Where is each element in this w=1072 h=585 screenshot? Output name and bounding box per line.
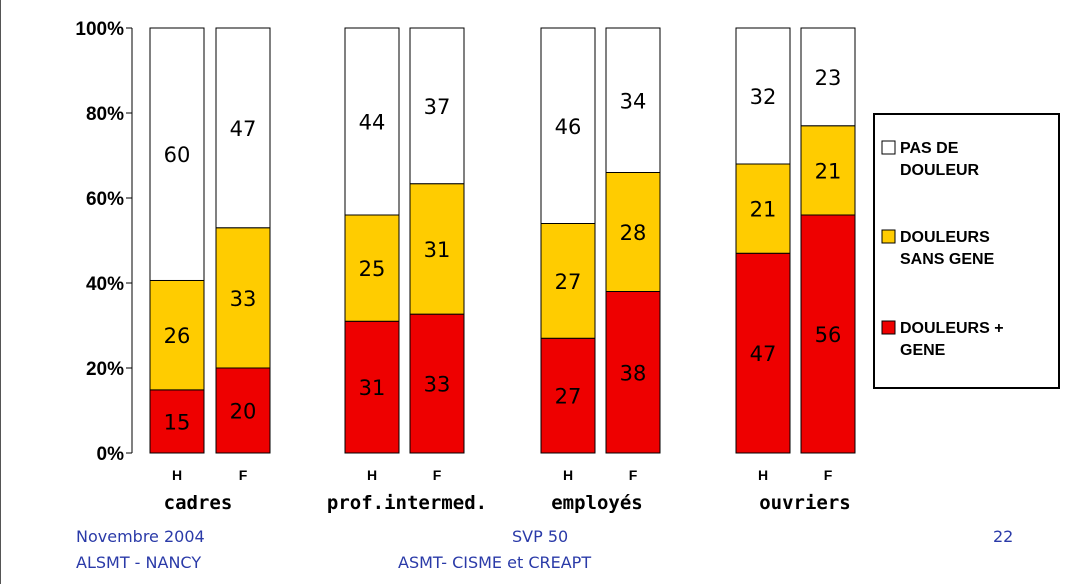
bar-segment: [215, 27, 271, 229]
y-tick-label: 100%: [75, 19, 124, 40]
data-label: 27: [555, 270, 582, 294]
bar-segment: [409, 183, 465, 315]
data-label: 60: [164, 143, 191, 167]
data-label: 47: [230, 117, 257, 141]
y-tick-label: 20%: [86, 359, 124, 380]
legend-label: PAS DE: [900, 140, 959, 157]
data-label: 38: [620, 361, 647, 385]
bar-segment: [540, 27, 596, 224]
bar-segment: [735, 27, 791, 165]
group-label: ouvriers: [759, 492, 851, 514]
data-label: 15: [164, 410, 191, 434]
bar-segment: [344, 27, 400, 216]
y-tick-label: 40%: [86, 274, 124, 295]
stacked-bar-chart: 0% 20% 40% 60% 80% 100% 15 26 60 H 20 33 47 F 31 25 44 H 3…: [75, 19, 1060, 514]
bar-segment: [215, 367, 271, 454]
y-tick-label: 60%: [86, 189, 124, 210]
legend-box: [873, 113, 1060, 389]
category-label: H: [367, 467, 377, 483]
footer-title: SVP 50: [512, 527, 569, 546]
bar-segment: [800, 214, 856, 454]
bar-segment: [149, 279, 205, 391]
data-label: 23: [815, 66, 842, 90]
legend-label: DOULEUR: [900, 162, 980, 179]
footer-date: Novembre 2004: [76, 527, 205, 546]
legend-label: GENE: [900, 342, 946, 359]
bar-segment: [540, 337, 596, 454]
footer-subtitle: ASMT- CISME et CREAPT: [398, 553, 592, 572]
data-label: 20: [230, 400, 257, 424]
y-tick-label: 80%: [86, 104, 124, 125]
bar-segment: [540, 223, 596, 339]
legend-swatch: [881, 140, 896, 155]
bar-segment: [605, 172, 661, 292]
bar-segment: [344, 214, 400, 322]
footer-page-number: 22: [993, 527, 1014, 546]
category-label: H: [172, 467, 182, 483]
data-label: 32: [750, 85, 777, 109]
group-label: employés: [551, 492, 643, 514]
data-label: 25: [359, 257, 386, 281]
data-label: 46: [555, 115, 582, 139]
category-label: F: [824, 467, 833, 483]
data-label: 37: [424, 95, 451, 119]
data-label: 31: [359, 376, 386, 400]
legend-swatch: [881, 229, 896, 244]
bar-segment: [344, 320, 400, 454]
bar-segment: [409, 313, 465, 454]
bar-segment: [800, 27, 856, 127]
bar-segment: [215, 227, 271, 369]
category-label: H: [758, 467, 768, 483]
category-label: F: [239, 467, 248, 483]
legend-label: DOULEURS +: [900, 320, 1004, 337]
data-label: 26: [164, 324, 191, 348]
data-label: 44: [359, 111, 386, 135]
data-label: 21: [750, 198, 777, 222]
data-label: 47: [750, 342, 777, 366]
legend-label: DOULEURS: [900, 229, 990, 246]
data-label: 31: [424, 238, 451, 262]
data-label: 28: [620, 221, 647, 245]
bar-segment: [149, 27, 205, 281]
data-label: 34: [620, 89, 647, 113]
legend-label: SANS GENE: [900, 251, 995, 268]
bar-segment: [735, 252, 791, 454]
bar-segment: [409, 27, 465, 185]
bar-segment: [800, 125, 856, 216]
category-label: F: [629, 467, 638, 483]
bar-segment: [605, 27, 661, 173]
category-label: H: [563, 467, 573, 483]
data-label: 27: [555, 385, 582, 409]
data-label: 33: [230, 287, 257, 311]
data-label: 56: [815, 323, 842, 347]
group-label: prof.intermed.: [327, 492, 487, 514]
legend-swatch: [881, 320, 896, 335]
bar-segment: [605, 291, 661, 454]
data-label: 33: [424, 373, 451, 397]
group-label: cadres: [164, 492, 233, 514]
footer-organization: ALSMT - NANCY: [76, 553, 202, 572]
data-label: 21: [815, 159, 842, 183]
y-tick-label: 0%: [97, 444, 125, 465]
category-label: F: [433, 467, 442, 483]
